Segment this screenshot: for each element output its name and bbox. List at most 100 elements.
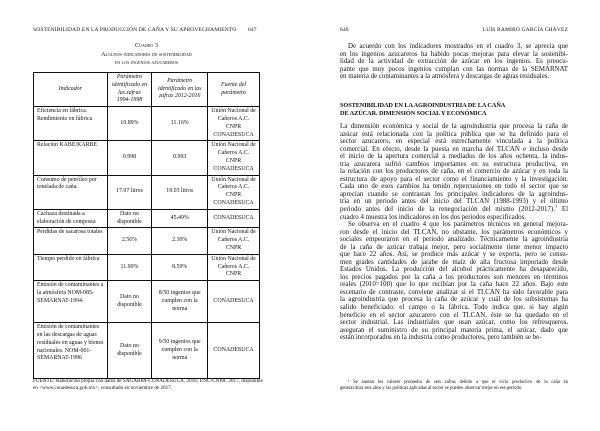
text-line: cuadro 4 muestra los indicadores en los … xyxy=(340,213,526,221)
text-line: estructura de apoyo para el sector como … xyxy=(340,175,568,183)
text-line: tria en un periodo antes del inicio del … xyxy=(340,198,568,206)
text-line: azúcar está relacionada con la política … xyxy=(340,130,568,138)
table-source-note: FUENTE: elaboración propia con datos de … xyxy=(33,378,263,391)
text-line: comercial. En efecto, desde la puesta en… xyxy=(340,145,568,153)
text-line: la agroindustria que procesa la caña de … xyxy=(340,296,568,304)
cell-value-1994: 10.89% xyxy=(106,106,153,142)
text-line: De acuerdo con los indicadores mostrados… xyxy=(348,43,568,50)
text-line: están incorporados en la industria como … xyxy=(340,334,542,342)
cell-indicator: Emisión de contaminantes a la atmósfera … xyxy=(33,280,108,324)
text-line: sector industrial. Las industriales que … xyxy=(340,319,568,327)
section-heading-line-1: SOSTENIBILIDAD EN LA AGROINDUSTRIA DE LA… xyxy=(340,102,506,109)
cell-source: Unión Nacional de Cañeros A.C. CNPR xyxy=(207,227,260,255)
cell-indicator: Eficiencia en fábrica. Rendimiento en fá… xyxy=(33,106,108,142)
cell-source: CONADESUCA xyxy=(207,208,260,229)
page-number-right: 648 xyxy=(340,27,349,33)
header-indicador: Indicador xyxy=(33,71,108,108)
table-row: Pérdidas de sacarosa totales 2.56% 2.30%… xyxy=(33,227,260,255)
cell-value-1994: Dato no disponible xyxy=(106,280,153,324)
text-line: de la caña de azúcar trabaja mejor, pero… xyxy=(340,243,568,251)
text-line: pante que muy pocos ingenios cumplan con… xyxy=(340,65,568,73)
text-line: reales (2010=100) que lo que recibían po… xyxy=(340,281,568,289)
text-line: en materia de contaminantes a la atmósfe… xyxy=(340,73,550,81)
cell-indicator: Emisión de contaminantes en las descarga… xyxy=(33,322,108,380)
table-row: Cachaza destinada a elaboración de compo… xyxy=(33,208,260,229)
paragraph-2: La dimensión económica y social de la ag… xyxy=(340,123,568,221)
paragraph-3: Se observa en el cuadro 4 que los paráme… xyxy=(340,221,568,342)
cell-indicator: Tiempo perdido en fábrica xyxy=(33,253,108,282)
cell-value-1994: 0.998 xyxy=(106,140,153,176)
header-fuente: Fuente del parámetro xyxy=(207,71,260,108)
header-param-1994: Parámetro identificado en las zafras 199… xyxy=(106,71,153,108)
text-line: la relación con los productores de caña,… xyxy=(340,168,568,176)
cell-value-2012: 45.49% xyxy=(151,208,209,229)
cell-indicator: Cachaza destinada a elaboración de compo… xyxy=(33,208,108,229)
text-line: beneficio en el sector azucarero con el … xyxy=(340,311,568,319)
cell-indicator: Pérdidas de sacarosa totales xyxy=(33,227,108,255)
footnote: ¹ Se anotan los valores promedio de seis… xyxy=(340,380,568,392)
text-line: periodo antes del inicio de la renegocia… xyxy=(340,203,568,214)
table-label: Cuadro 3 xyxy=(135,42,158,49)
cell-value-1994: 2.56% xyxy=(106,227,153,255)
table-row: Consumo de petróleo por tonelada de caña… xyxy=(33,174,260,210)
text-line: aseguran el suministro de su principal m… xyxy=(340,326,568,334)
cell-value-2012: 9/50 ingenios que cumplen con la norma xyxy=(151,322,209,380)
paragraph-1: De acuerdo con los indicadores mostrados… xyxy=(340,43,568,81)
cell-value-2012: 8/50 ingenios que cumplen con la norma xyxy=(151,280,209,324)
text-line: ron desde el inicio del TLCAN, no obstan… xyxy=(340,228,568,236)
cell-value-2012: 11.16% xyxy=(151,106,209,142)
text-line: escenario de contraste, conviene analiza… xyxy=(340,288,568,296)
running-head-right: LUIS RAMIRO GARCÍA CHÁVEZ xyxy=(482,27,568,33)
cell-value-2012: 19.03 litros xyxy=(151,174,209,210)
text-line: salido beneficiado: el campo o la fábric… xyxy=(340,304,568,312)
text-segment: El xyxy=(557,206,568,214)
table-title-line-2: en los ingenios azucareros xyxy=(114,59,179,66)
table-row: Emisión de contaminantes en las descarga… xyxy=(33,322,260,380)
running-head-left: SOSTENIBILIDAD EN LA PRODUCCIÓN DE CAÑA … xyxy=(33,27,237,33)
footnote-line-1: ¹ Se anotan los valores promedio de seis… xyxy=(348,380,568,385)
text-line: Estados Unidos. La producción del alcoho… xyxy=(340,266,568,274)
cell-indicator: Relación KABE/KARBE xyxy=(33,140,108,176)
table-row: Tiempo perdido en fábrica 11.90% 8.59% U… xyxy=(33,253,260,282)
page-number-left: 647 xyxy=(248,27,257,33)
text-line: La dimensión económica y social de la ag… xyxy=(340,123,568,130)
cell-source: Unión Nacional de Cañeros A.C. CNPR CONA… xyxy=(207,140,260,176)
table-row: Emisión de contaminantes a la atmósfera … xyxy=(33,280,260,324)
text-line: lidad de la actividad de extracción de a… xyxy=(340,58,568,66)
indicators-table: Indicador Parámetro identificado en las … xyxy=(33,71,260,380)
cell-source: Unión Nacional de Cañeros A.C. CNPR CONA… xyxy=(207,174,260,210)
table-row: Eficiencia en fábrica. Rendimiento en fá… xyxy=(33,106,260,142)
cell-source: Unión Nacional de Cañeros A.C. CNPR CONA… xyxy=(207,106,260,142)
text-segment: periodo antes del inicio de la renegocia… xyxy=(340,206,555,214)
table-header-row: Indicador Parámetro identificado en las … xyxy=(33,71,260,108)
cell-value-1994: Dato no disponible xyxy=(106,322,153,380)
cell-value-2012: 8.59% xyxy=(151,253,209,282)
section-heading-line-2: DE AZÚCAR. DIMENSIÓN SOCIAL Y ECONÓMICA xyxy=(340,109,487,117)
cell-value-1994: 11.90% xyxy=(106,253,153,282)
text-line: sector azucarero, en especial está estre… xyxy=(340,138,568,146)
footnote-marker: 1 xyxy=(554,203,558,209)
cell-value-2012: 2.30% xyxy=(151,227,209,255)
table-title-line-1: Algunos indicadores de sostenibilidad xyxy=(101,51,192,58)
text-line: los precios pagados por la caña a los pr… xyxy=(340,273,568,281)
cell-source: CONADESUCA xyxy=(207,280,260,324)
text-line: Se observa en el cuadro 4 que los paráme… xyxy=(348,221,568,228)
header-param-2012: Parámetro identificado en las zafras 201… xyxy=(151,71,209,108)
text-line: tria azucarera sufrió cambios importante… xyxy=(340,160,568,168)
text-line: men grades cantidades de jarabe de maíz … xyxy=(340,258,568,266)
table-row: Relación KABE/KARBE 0.998 0.993 Unión Na… xyxy=(33,140,260,176)
text-line: el inicio de la apertura comercial a med… xyxy=(340,153,568,161)
cell-value-2012: 0.993 xyxy=(151,140,209,176)
footnote-line-2: general dura seis años y las políticas a… xyxy=(340,386,523,392)
text-line: en los ingenios azucareros ha habido poc… xyxy=(340,50,568,58)
section-heading: SOSTENIBILIDAD EN LA AGROINDUSTRIA DE LA… xyxy=(340,102,568,117)
text-line: que hace 22 años. Así, se produce más az… xyxy=(340,251,568,259)
text-line: aprecian cuando se contrastan los princi… xyxy=(340,190,568,198)
cell-source: CONADESUCA xyxy=(207,322,260,380)
text-line: sociales empeoraron en el periodo analiz… xyxy=(340,236,568,244)
cell-indicator: Consumo de petróleo por tonelada de caña… xyxy=(33,174,108,210)
cell-value-1994: Dato no disponible xyxy=(106,208,153,229)
cell-source: Unión Nacional de Cañeros A.C. CNPR xyxy=(207,253,260,282)
text-line: Cada uno de esos cambios ha tenido reper… xyxy=(340,183,568,191)
cell-value-1994: 17.97 litros xyxy=(106,174,153,210)
